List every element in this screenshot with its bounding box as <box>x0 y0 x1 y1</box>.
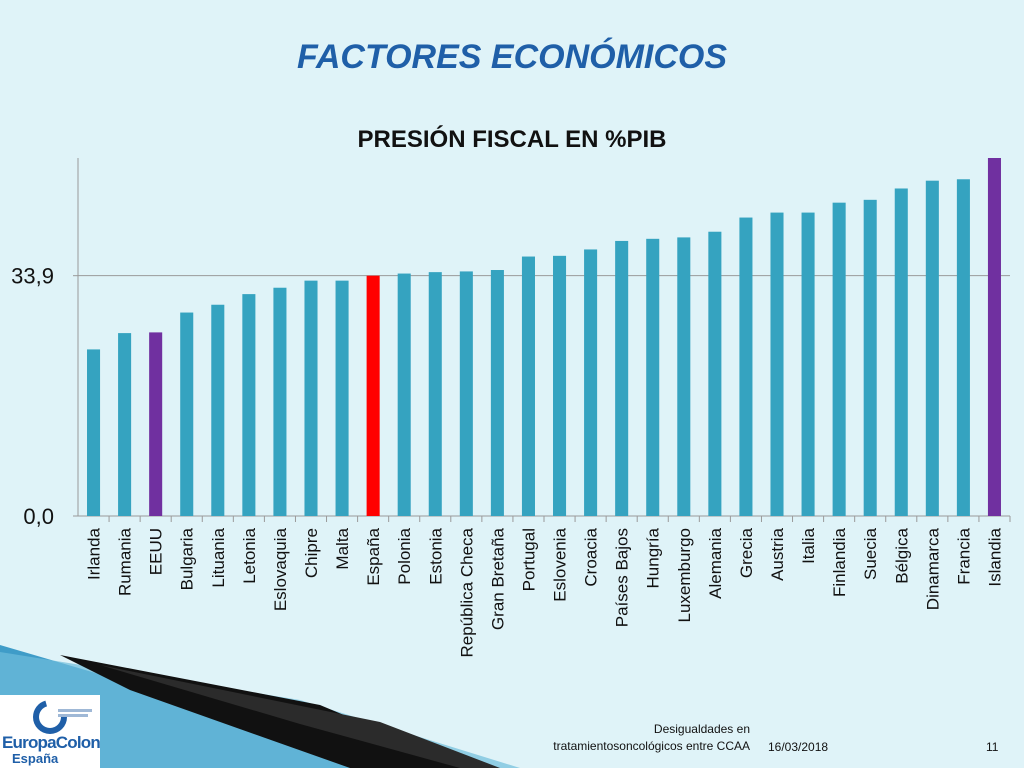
bar-grecia <box>739 217 753 516</box>
y-tick-label: 33,9 <box>11 264 54 289</box>
bar-hungría <box>646 238 660 516</box>
x-tick-label: Portugal <box>519 528 538 591</box>
europacolon-logo: EuropaColon España <box>0 695 101 768</box>
logo-name: EuropaColon <box>2 733 101 752</box>
bar-luxemburgo <box>677 237 691 517</box>
logo-mark-icon <box>33 700 92 734</box>
x-tick-label: Croacia <box>582 527 601 586</box>
x-tick-label: Polonia <box>395 527 414 584</box>
bar-gran-bretaña <box>490 270 504 516</box>
bar-austria <box>770 212 784 517</box>
bar-portugal <box>521 256 535 516</box>
x-tick-label: Eslovenia <box>551 527 570 601</box>
footer-caption-line1: Desigualdades en <box>653 722 750 736</box>
x-tick-label: Francia <box>954 527 973 584</box>
bar-polonia <box>397 273 411 516</box>
x-tick-label: EEUU <box>147 528 166 575</box>
x-tick-label: Islandia <box>985 527 1004 586</box>
x-tick-label: España <box>364 527 383 585</box>
x-tick-label: Grecia <box>737 527 756 578</box>
decorative-swoosh <box>0 645 520 768</box>
bar-eslovaquia <box>273 287 287 516</box>
x-tick-label: Malta <box>333 527 352 569</box>
bar-finlandia <box>832 202 846 517</box>
logo-country: España <box>12 751 59 766</box>
x-tick-label: Dinamarca <box>923 527 942 610</box>
bar-malta <box>335 280 349 516</box>
bar-croacia <box>584 249 598 516</box>
bar-suecia <box>863 199 877 516</box>
bar-eeuu <box>149 332 163 516</box>
x-tick-label: Rumania <box>116 527 135 596</box>
x-tick-label: Bulgaria <box>178 527 197 590</box>
x-tick-label: Alemania <box>706 527 725 598</box>
x-tick-label: Gran Bretaña <box>488 527 507 630</box>
bar-lituania <box>211 304 225 516</box>
bar-alemania <box>708 231 722 516</box>
x-tick-label: Países Bajos <box>613 528 632 627</box>
x-tick-label: Irlanda <box>85 527 104 580</box>
slide-title: FACTORES ECONÓMICOS <box>296 38 728 76</box>
bar-chipre <box>304 280 318 516</box>
footer-caption: Desigualdades en tratamientosoncológicos… <box>528 721 750 755</box>
x-tick-label: República Checa <box>457 527 476 657</box>
bar-islandia <box>987 158 1001 516</box>
x-tick-label: Letonia <box>240 527 259 583</box>
x-tick-label: Hungría <box>644 527 663 588</box>
chart-title: PRESIÓN FISCAL EN %PIB <box>357 126 667 153</box>
bar-república-checa <box>459 271 473 516</box>
x-tick-label: Estonia <box>426 527 445 584</box>
x-tick-label: Suecia <box>861 527 880 580</box>
x-tick-label: Eslovaquia <box>271 527 290 611</box>
footer-caption-line2: tratamientosoncológicos entre CCAA <box>553 739 750 753</box>
bar-bélgica <box>894 188 908 517</box>
x-tick-label: Bélgica <box>892 527 911 583</box>
x-tick-label: Chipre <box>302 528 321 578</box>
bar-españa <box>366 275 380 516</box>
y-tick-label: 0,0 <box>23 504 54 529</box>
bar-rumania <box>118 333 132 516</box>
bar-francia <box>956 179 970 516</box>
x-tick-label: Italia <box>799 527 818 563</box>
x-tick-label: Finlandia <box>830 527 849 597</box>
x-tick-label: Lituania <box>209 527 228 587</box>
page-number: 11 <box>986 740 999 754</box>
bar-países-bajos <box>615 240 629 517</box>
x-tick-label: Austria <box>768 527 787 580</box>
bar-bulgaria <box>180 312 194 516</box>
bar-letonia <box>242 294 256 516</box>
bar-dinamarca <box>925 180 939 516</box>
bar-estonia <box>428 272 442 516</box>
x-tick-label: Luxemburgo <box>675 528 694 623</box>
bar-italia <box>801 212 815 517</box>
footer-date: 16/03/2018 <box>768 740 829 754</box>
bar-eslovenia <box>553 255 567 516</box>
bar-irlanda <box>87 349 101 516</box>
